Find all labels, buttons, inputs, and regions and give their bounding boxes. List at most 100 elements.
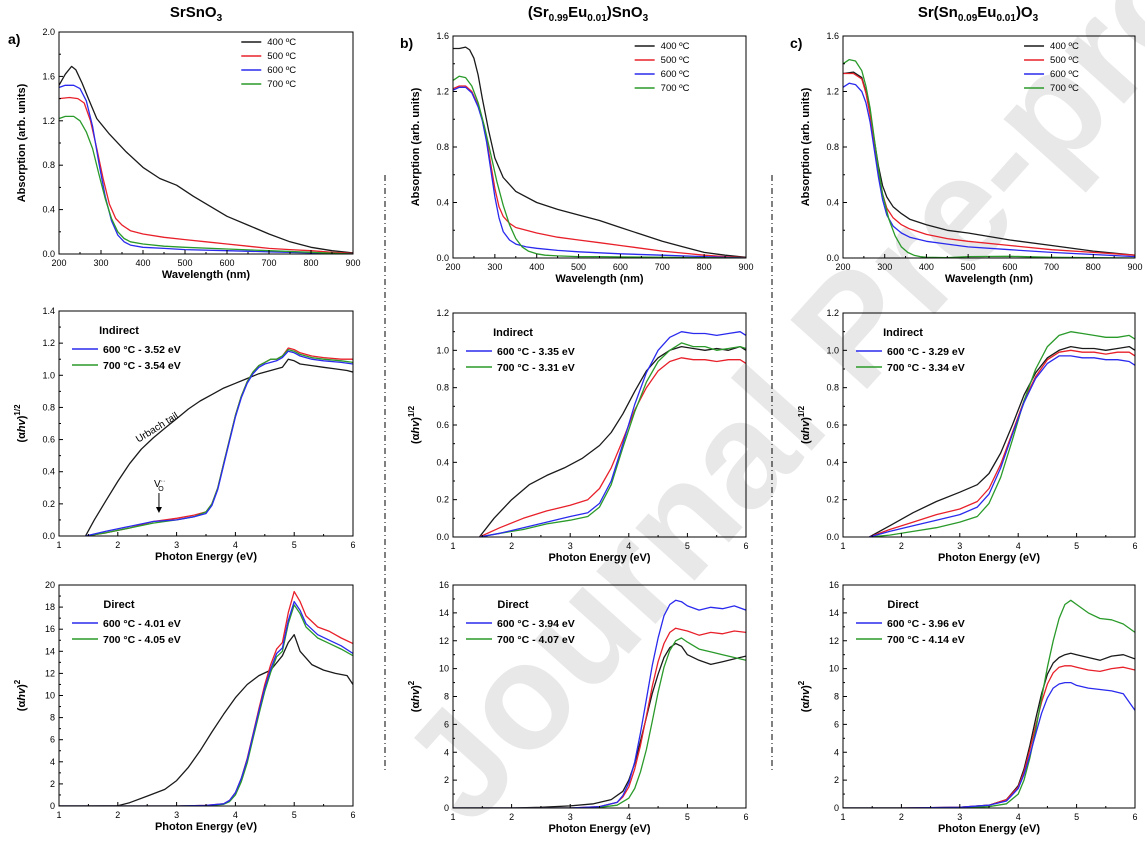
urbach-tail-label: Urbach tail — [134, 411, 180, 446]
x-tick-label: 800 — [1086, 262, 1101, 272]
series-line-400 — [59, 634, 353, 806]
legend-label: 600 °C - 3.35 eV — [497, 346, 575, 358]
y-tick-label: 10 — [45, 691, 55, 701]
panel-label: a) — [8, 31, 20, 47]
series-line-600 — [453, 86, 746, 258]
chart-panels: 200 300 400 500 600 700 800 9000.00.40.81.21.62… — [13, 27, 1143, 835]
y-tick-label: 0.2 — [826, 495, 839, 505]
column-title: SrSnO3 — [170, 4, 223, 24]
series-line-700 — [59, 115, 353, 254]
y-tick-label: 0.8 — [436, 142, 449, 152]
x-tick-label: 700 — [261, 258, 276, 268]
legend: Direct 600 °C - 3.94 eV 700 °C - 4.07 eV — [466, 599, 575, 646]
legend: Indirect 600 °C - 3.35 eV 700 °C - 3.31 eV — [466, 327, 575, 374]
y-tick-label: 0.4 — [436, 198, 449, 208]
plot-frame — [452, 35, 747, 259]
x-tick-label: 5 — [292, 540, 297, 550]
legend: Indirect 600 °C - 3.29 eV 700 °C - 3.34 eV — [856, 327, 965, 374]
x-tick-label: 600 — [1002, 262, 1017, 272]
series-line-600 — [59, 84, 353, 254]
series-line-400 — [84, 358, 353, 536]
x-tick-label: 1 — [450, 541, 455, 551]
legend-label: 600 °C - 3.52 eV — [103, 344, 181, 356]
y-tick-label: 2.0 — [42, 27, 55, 37]
y-tick-label: 1.2 — [826, 308, 839, 318]
y-tick-label: 0.4 — [42, 205, 55, 215]
x-tick-label: 6 — [1132, 812, 1137, 822]
legend-label: 500 ºC — [267, 51, 296, 62]
panel-label: c) — [790, 35, 802, 51]
y-tick-label: 12 — [45, 668, 55, 678]
x-tick-label: 2 — [509, 812, 514, 822]
series-line-400 — [453, 46, 746, 258]
y-axis-title: (αhv)2 — [407, 680, 422, 712]
x-tick-label: 200 — [835, 262, 850, 272]
y-tick-label: 12 — [439, 636, 449, 646]
y-tick-label: 0.8 — [826, 142, 839, 152]
legend: Direct 600 °C - 4.01 eV 700 °C - 4.05 eV — [72, 599, 181, 646]
y-tick-label: 1.0 — [436, 345, 449, 355]
series-line-400 — [453, 642, 746, 808]
x-tick-label: 5 — [685, 541, 690, 551]
x-axis-title: Photon Energy (eV) — [155, 551, 257, 563]
y-tick-label: 0.0 — [826, 253, 839, 263]
y-axis-title: (αhv)2 — [797, 680, 812, 712]
legend-title: Direct — [103, 599, 135, 611]
legend-label: 700 °C - 4.05 eV — [103, 634, 181, 646]
x-tick-label: 4 — [626, 812, 631, 822]
series-line-600 — [85, 350, 353, 536]
series-line-400 — [59, 65, 353, 254]
legend-title: Indirect — [99, 325, 139, 337]
legend-label: 400 ºC — [1050, 41, 1079, 52]
x-tick-label: 600 — [219, 258, 234, 268]
y-tick-label: 0 — [834, 803, 839, 813]
x-tick-label: 800 — [303, 258, 318, 268]
y-tick-label: 0.4 — [42, 467, 55, 477]
x-tick-label: 900 — [1127, 262, 1142, 272]
y-tick-label: 6 — [444, 719, 449, 729]
y-axis-title: Absorption (arb. units) — [800, 87, 812, 206]
y-tick-label: 8 — [50, 713, 55, 723]
legend-label: 600 ºC — [267, 65, 296, 76]
x-tick-label: 2 — [509, 541, 514, 551]
y-tick-label: 0.6 — [42, 435, 55, 445]
x-tick-label: 500 — [177, 258, 192, 268]
legend-label: 700 °C - 4.07 eV — [497, 634, 575, 646]
x-tick-label: 900 — [738, 262, 753, 272]
y-tick-label: 14 — [829, 608, 839, 618]
legend-label: 400 ºC — [661, 41, 690, 52]
y-tick-label: 1.2 — [436, 308, 449, 318]
y-axis-title: (αhv)1/2 — [797, 405, 812, 444]
y-tick-label: 1.6 — [42, 71, 55, 81]
legend-label: 700 °C - 3.54 eV — [103, 360, 181, 372]
y-tick-label: 8 — [444, 692, 449, 702]
column-titles: SrSnO3 a) (Sr0.99Eu0.01)SnO3 b) Sr(Sn0.09Eu0… — [8, 4, 1039, 51]
y-tick-label: 10 — [439, 664, 449, 674]
y-axis-title: Absorption (arb. units) — [16, 83, 28, 202]
series-line-500 — [453, 85, 746, 258]
y-tick-label: 1.6 — [436, 31, 449, 41]
y-tick-label: 1.2 — [42, 338, 55, 348]
x-tick-label: 800 — [697, 262, 712, 272]
y-tick-label: 0.0 — [436, 253, 449, 263]
x-tick-label: 4 — [1016, 541, 1021, 551]
y-tick-label: 0.4 — [826, 457, 839, 467]
y-tick-label: 0.0 — [436, 532, 449, 542]
x-tick-label: 5 — [1074, 812, 1079, 822]
x-tick-label: 1 — [56, 810, 61, 820]
series-line-500 — [869, 349, 1135, 537]
legend-label: 600 ºC — [661, 69, 690, 80]
x-tick-label: 400 — [919, 262, 934, 272]
x-tick-label: 1 — [56, 540, 61, 550]
x-tick-label: 500 — [571, 262, 586, 272]
y-tick-label: 0.4 — [826, 198, 839, 208]
y-tick-label: 1.2 — [42, 116, 55, 126]
x-tick-label: 4 — [626, 541, 631, 551]
x-axis-title: Photon Energy (eV) — [938, 552, 1040, 564]
y-tick-label: 14 — [439, 608, 449, 618]
legend-label: 600 °C - 3.96 eV — [887, 618, 965, 630]
legend-label: 600 ºC — [1050, 69, 1079, 80]
series-line-400 — [843, 652, 1135, 808]
